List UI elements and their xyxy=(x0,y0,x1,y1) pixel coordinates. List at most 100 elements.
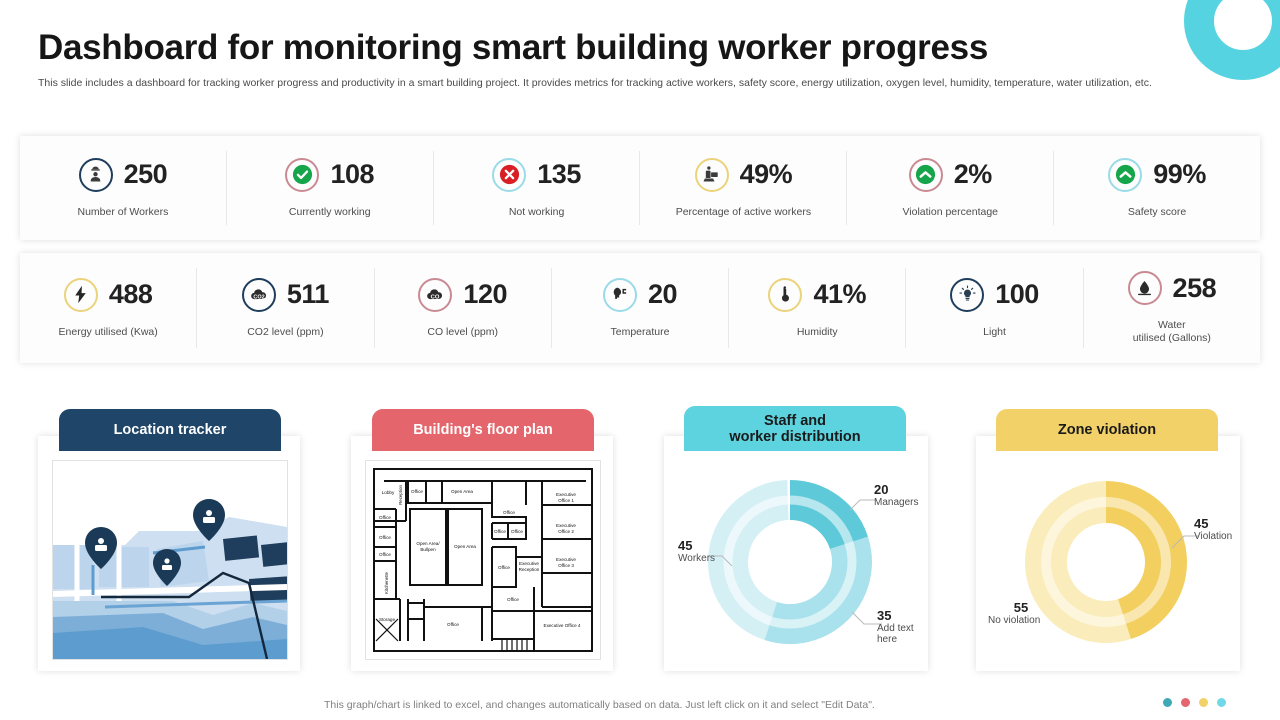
kpi-label: Not working xyxy=(508,205,565,218)
callout-line-managers xyxy=(849,499,876,511)
kpi-label: Safety score xyxy=(1127,205,1187,218)
svg-text:Office: Office xyxy=(498,565,510,570)
kpi-value-group: 108 xyxy=(285,157,375,192)
kpi-cell-co-level-ppm: CO 120 CO level (ppm) xyxy=(373,268,551,348)
panel-floor-plan: Lobby Office Open Area Executive Office 1… xyxy=(351,436,613,671)
water-drop-icon xyxy=(1127,271,1162,305)
co2-cloud-icon: CO2 xyxy=(241,277,276,312)
kpi-label: Light xyxy=(983,325,1006,338)
kpi-cell-energy-utilised-kwa: 488 Energy utilised (Kwa) xyxy=(20,268,196,347)
svg-text:Office: Office xyxy=(507,597,519,602)
kpi-value-group: CO 120 xyxy=(418,277,507,312)
kpi-value-group: 41% xyxy=(768,277,867,312)
kpi-value-group: 250 xyxy=(78,157,168,192)
kpi-value-group: 99% xyxy=(1108,157,1206,192)
svg-text:Office 1: Office 1 xyxy=(558,498,574,503)
kpi-label: Violation percentage xyxy=(902,205,998,218)
panel-header-location-tracker[interactable]: Location tracker xyxy=(59,409,281,451)
callout-line-addtext xyxy=(851,611,882,625)
svg-text:Office: Office xyxy=(411,489,423,494)
svg-text:Executive: Executive xyxy=(556,492,576,497)
kpi-value: 250 xyxy=(123,159,168,189)
page-header: Dashboard for monitoring smart building … xyxy=(38,28,1248,91)
panel-title-staff-distribution-line2: worker distribution xyxy=(729,428,861,445)
kpi-label: Humidity xyxy=(796,325,838,338)
cross-circle-icon xyxy=(492,157,527,192)
kpi-value-group: 2% xyxy=(908,157,993,192)
footer-dot-3[interactable] xyxy=(1199,698,1208,707)
callout-line-violation xyxy=(1171,535,1198,549)
chevron-up-circle-icon xyxy=(1108,157,1143,192)
callout-managers-label: Managers xyxy=(874,497,919,508)
panel-header-zone-violation[interactable]: Zone violation xyxy=(996,409,1218,451)
svg-text:Open Area: Open Area xyxy=(454,544,476,549)
svg-text:CO: CO xyxy=(431,294,440,300)
panel-title-floor-plan: Building's floor plan xyxy=(413,422,553,438)
temperature-head-icon xyxy=(602,277,637,312)
footer-dots xyxy=(1163,698,1226,707)
svg-text:Office: Office xyxy=(379,535,391,540)
svg-text:Executive Office 4: Executive Office 4 xyxy=(544,623,581,628)
kpi-label: Number of Workers xyxy=(77,205,169,218)
callout-addtext: 35 Add text here xyxy=(877,608,928,645)
light-bulb-icon xyxy=(950,277,985,312)
callout-line-workers xyxy=(708,555,733,567)
staff-distribution-donut-chart[interactable] xyxy=(664,444,928,664)
kpi-cell-violation-percentage: 2% Violation percentage xyxy=(846,150,1053,226)
footer-note: This graph/chart is linked to excel, and… xyxy=(324,699,875,711)
kpi-value-group: 135 xyxy=(492,157,581,192)
kpi-value: 120 xyxy=(463,279,507,309)
panel-location-tracker xyxy=(38,436,300,671)
panel-header-floor-plan[interactable]: Building's floor plan xyxy=(372,409,594,451)
kpi-cell-not-working: 135 Not working xyxy=(432,150,640,226)
panel-header-staff-distribution[interactable]: Staff and worker distribution xyxy=(684,406,906,451)
kpi-cell-co2-level-ppm: CO2 511 CO2 level (ppm) xyxy=(196,268,373,348)
co-cloud-icon: CO xyxy=(418,277,453,312)
kpi-value: 511 xyxy=(286,279,330,309)
callout-addtext-value: 35 xyxy=(877,608,892,623)
svg-text:Lobby: Lobby xyxy=(382,490,395,495)
panel-zone-violation: 45 Violation 55 No violation xyxy=(976,436,1240,671)
callout-no-violation: 55 No violation xyxy=(988,600,1054,626)
svg-text:Reception: Reception xyxy=(519,567,540,572)
kpi-cell-currently-working: 108 Currently working xyxy=(225,150,433,226)
floor-plan-diagram[interactable]: Lobby Office Open Area Executive Office 1… xyxy=(365,460,601,660)
zone-violation-donut-chart[interactable] xyxy=(976,444,1240,664)
kpi-value-group: 258 xyxy=(1127,271,1217,305)
kpi-value: 135 xyxy=(537,159,581,189)
kpi-value: 49% xyxy=(739,159,793,189)
location-tracker-map[interactable] xyxy=(52,460,288,660)
kpi-row-1-cells: 250 Number of Workers 108 Currently working… xyxy=(20,136,1260,240)
kpi-value: 108 xyxy=(330,159,375,189)
svg-text:Storage: Storage xyxy=(379,617,396,622)
chevron-up-circle-icon xyxy=(908,157,943,192)
footer-dot-2[interactable] xyxy=(1181,698,1190,707)
kpi-label: Water utilised (Gallons) xyxy=(1132,319,1211,344)
kpi-label: Energy utilised (Kwa) xyxy=(58,325,158,338)
kpi-row-2-cells: 488 Energy utilised (Kwa) CO2 511 CO2 level … xyxy=(20,253,1260,363)
svg-text:Office: Office xyxy=(494,529,506,534)
callout-managers: 20 Managers xyxy=(874,482,918,508)
footer-dot-4[interactable] xyxy=(1217,698,1226,707)
kpi-value-group: CO2 511 xyxy=(241,277,330,312)
panel-title-location-tracker: Location tracker xyxy=(113,422,227,438)
callout-managers-value: 20 xyxy=(874,482,889,497)
kpi-value: 2% xyxy=(953,159,993,189)
check-circle-icon xyxy=(285,157,320,192)
kpi-row-2: 488 Energy utilised (Kwa) CO2 511 CO2 level … xyxy=(20,253,1260,363)
kpi-cell-number-of-workers: 250 Number of Workers xyxy=(20,151,226,226)
svg-text:Open Area: Open Area xyxy=(451,489,473,494)
kpi-value-group: 20 xyxy=(602,277,678,312)
svg-text:CO2: CO2 xyxy=(253,294,264,300)
bolt-icon xyxy=(63,277,98,312)
svg-text:Reception: Reception xyxy=(398,485,403,505)
kpi-label: Currently working xyxy=(288,205,371,218)
worker-hardhat-icon xyxy=(78,157,113,192)
kpi-cell-safety-score: 99% Safety score xyxy=(1053,150,1260,226)
panel-title-staff-distribution-line1: Staff and xyxy=(763,412,827,429)
svg-text:Office: Office xyxy=(511,529,523,534)
footer-dot-1[interactable] xyxy=(1163,698,1172,707)
kpi-cell-percentage-of-active-workers: 49% Percentage of active workers xyxy=(639,150,846,226)
svg-text:Kitchenette: Kitchenette xyxy=(384,571,389,594)
